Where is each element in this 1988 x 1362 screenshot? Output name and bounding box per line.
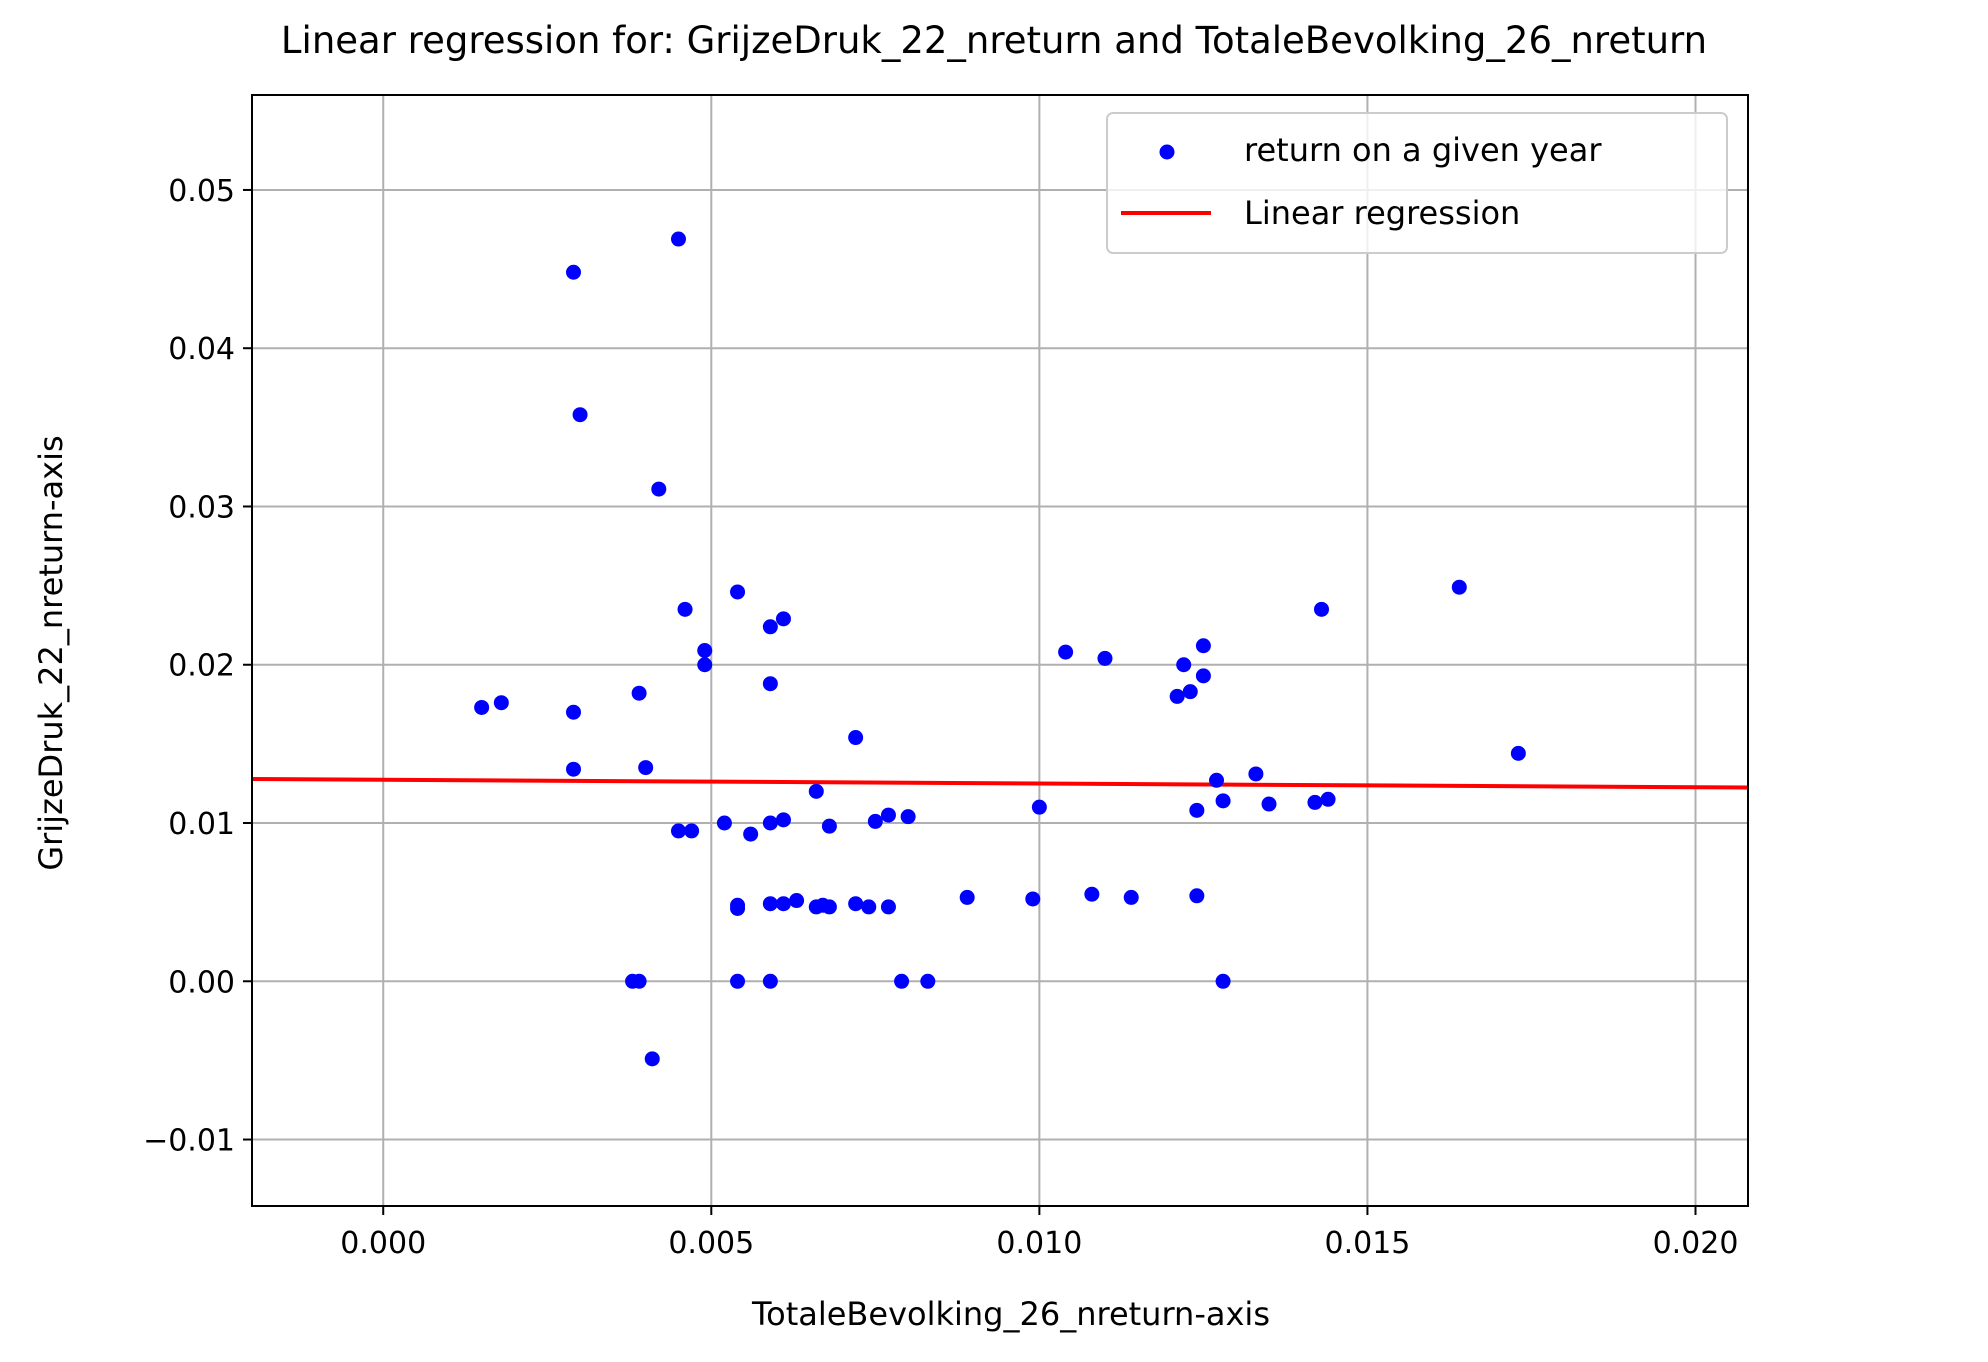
scatter-point [730, 973, 746, 989]
scatter-point [730, 900, 746, 916]
scatter-point [1025, 891, 1041, 907]
scatter-point [1215, 973, 1231, 989]
scatter-point [1195, 638, 1211, 654]
scatter-point [1031, 799, 1047, 815]
scatter-point [821, 899, 837, 915]
legend-label: return on a given year [1244, 131, 1602, 169]
scatter-point [775, 896, 791, 912]
scatter-point [1084, 886, 1100, 902]
scatter-point [697, 643, 713, 658]
scatter-point [848, 896, 864, 912]
legend: return on a given year Linear regression [1106, 112, 1728, 254]
scatter-point [677, 601, 693, 617]
scatter-point [1169, 688, 1185, 704]
y-tick-label: 0.05 [168, 174, 235, 209]
scatter-point [1451, 579, 1467, 595]
y-axis-ticks: −0.01 0.00 0.01 0.02 0.03 0.04 0.05 [143, 174, 252, 1159]
scatter-point [566, 264, 582, 280]
scatter-point [1195, 668, 1211, 684]
scatter-point [1097, 650, 1113, 666]
scatter-point [775, 812, 791, 828]
y-tick-label: 0.04 [168, 332, 235, 367]
scatter-point [762, 973, 778, 989]
y-tick-label: 0.03 [168, 490, 235, 525]
scatter-point [743, 826, 759, 842]
y-tick-label: 0.02 [168, 649, 235, 684]
scatter-point [920, 973, 936, 989]
scatter-point [1189, 802, 1205, 818]
scatter-point [1215, 793, 1231, 809]
scatter-point [808, 783, 824, 799]
scatter-point [1176, 657, 1192, 673]
scatter-point [1248, 766, 1264, 782]
scatter-point [789, 893, 805, 909]
scatter-point [1209, 772, 1225, 788]
scatter-point [697, 657, 713, 673]
legend-label: Linear regression [1244, 194, 1520, 232]
scatter-point [1261, 796, 1277, 812]
chart-title: Linear regression for: GrijzeDruk_22_nre… [281, 19, 1707, 62]
scatter-point [959, 889, 975, 905]
scatter-point [762, 619, 778, 635]
y-tick-label: 0.01 [168, 807, 235, 842]
scatter-point [775, 611, 791, 627]
scatter-point [867, 813, 883, 829]
x-tick-label: 0.020 [1653, 1226, 1739, 1261]
axes-frame [251, 94, 1749, 1207]
y-tick-label: −0.01 [143, 1124, 235, 1159]
scatter-point [1123, 889, 1139, 905]
scatter-point [861, 899, 877, 915]
scatter-points [474, 231, 1526, 1067]
y-tick-label: 0.00 [168, 965, 235, 1000]
scatter-point [716, 815, 732, 831]
scatter-point [474, 699, 490, 715]
scatter-point [762, 676, 778, 692]
scatter-point [1189, 888, 1205, 904]
scatter-point [566, 761, 582, 777]
scatter-point [1314, 601, 1330, 617]
scatter-point [493, 695, 509, 711]
scatter-point [631, 685, 647, 701]
x-tick-label: 0.010 [996, 1226, 1082, 1261]
x-axis-ticks: 0.000 0.005 0.010 0.015 0.020 [340, 1206, 1738, 1261]
scatter-point [1058, 644, 1074, 660]
scatter-point [684, 823, 700, 839]
scatter-point [821, 818, 837, 834]
y-axis-label: GrijzeDruk_22_nreturn-axis [32, 435, 70, 870]
scatter-point [670, 823, 686, 839]
scatter-point [651, 481, 667, 497]
scatter-point [631, 973, 647, 989]
scatter-point [894, 973, 910, 989]
regression-layer [251, 777, 1749, 790]
scatter-point [1182, 684, 1198, 700]
scatter-point [880, 807, 896, 823]
scatter-point [638, 760, 654, 776]
legend-box [1106, 112, 1728, 254]
scatter-point [848, 730, 864, 746]
scatter-point [900, 809, 916, 825]
x-tick-label: 0.000 [340, 1226, 426, 1261]
scatter-point [1510, 745, 1526, 761]
scatter-point [880, 899, 896, 915]
scatter-point [670, 231, 686, 247]
scatter-point [1307, 794, 1323, 810]
legend-marker-points [1159, 144, 1175, 160]
scatter-point [566, 704, 582, 720]
x-axis-label: TotaleBevolking_26_nreturn-axis [751, 1295, 1270, 1333]
scatter-point [572, 407, 588, 423]
scatter-point [644, 1051, 660, 1067]
x-tick-label: 0.015 [1324, 1226, 1410, 1261]
scatter-point [762, 815, 778, 831]
scatter-point [1320, 791, 1336, 807]
scatter-point [730, 584, 746, 600]
regression-line [251, 777, 1749, 790]
x-tick-label: 0.005 [668, 1226, 754, 1261]
scatter-point [762, 896, 778, 912]
